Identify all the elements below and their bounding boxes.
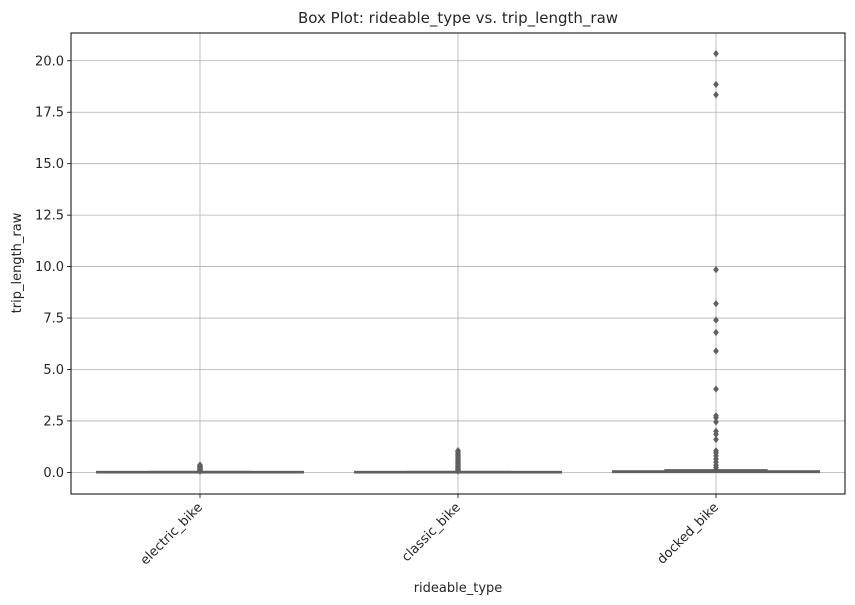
x-tick-label: docked_bike (655, 500, 722, 567)
outlier-point (713, 316, 719, 324)
outlier-point (713, 427, 719, 435)
box-classic_bike (354, 446, 562, 475)
outlier-point (713, 49, 719, 58)
outlier-point (713, 412, 719, 420)
x-tick-label: classic_bike (399, 500, 464, 565)
y-tick-label: 7.5 (43, 312, 64, 327)
outlier-point (197, 461, 203, 469)
outlier-point (713, 385, 719, 393)
y-axis: 0.0 2.5 5.0 7.5 10.0 12.5 15.0 17.5 20.0 (35, 54, 71, 481)
y-tick-label: 15.0 (35, 157, 64, 172)
y-axis-label: trip_length_raw (10, 212, 25, 313)
outlier-point (713, 447, 719, 455)
box-series (96, 49, 820, 475)
y-tick-label: 5.0 (43, 363, 64, 378)
box-docked_bike (612, 49, 820, 474)
x-axis-label: rideable_type (414, 581, 503, 596)
y-tick-label: 17.5 (35, 106, 64, 121)
outlier-point (713, 418, 719, 426)
outlier-point (713, 435, 719, 444)
outlier-point (713, 347, 719, 355)
y-tick-label: 20.0 (35, 54, 64, 69)
chart-title: Box Plot: rideable_type vs. trip_length_… (298, 9, 618, 28)
y-tick-label: 0.0 (43, 466, 64, 481)
box-electric_bike (96, 461, 304, 475)
outlier-point (713, 328, 719, 337)
grid-lines (71, 33, 845, 494)
x-tick-label: electric_bike (138, 500, 206, 568)
outlier-point (713, 91, 719, 99)
outlier-point (713, 80, 719, 89)
outlier-point (713, 299, 719, 308)
y-tick-label: 10.0 (35, 260, 64, 275)
outlier-point (455, 446, 461, 455)
x-axis: electric_bike classic_bike docked_bike (138, 494, 722, 568)
y-tick-label: 2.5 (43, 414, 64, 429)
y-tick-label: 12.5 (35, 209, 64, 224)
outlier-point (713, 265, 719, 274)
